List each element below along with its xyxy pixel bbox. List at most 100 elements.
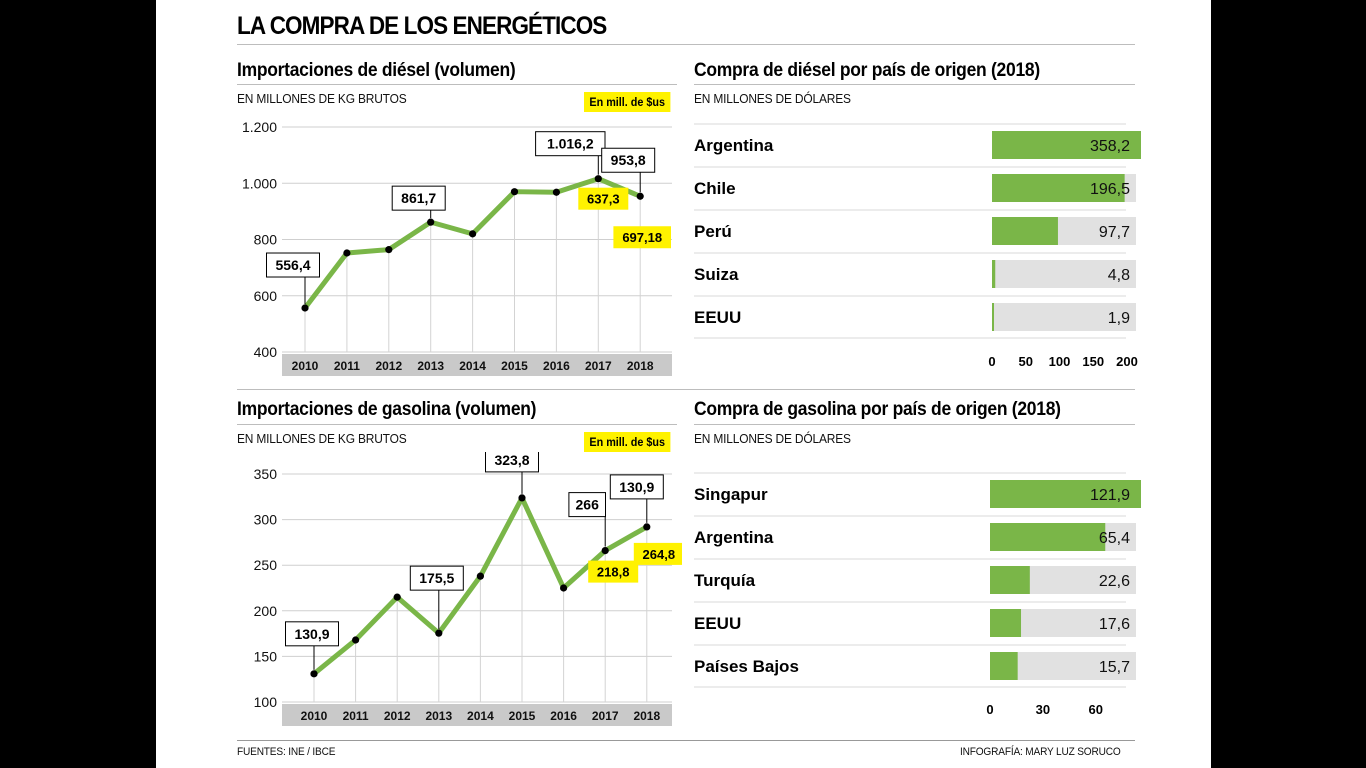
x-tick-label: 2016 [550, 709, 577, 723]
y-tick-label: 350 [254, 466, 278, 482]
bar [992, 131, 1141, 159]
data-point [643, 523, 651, 531]
data-point [560, 584, 568, 592]
credit-note: INFOGRAFÍA: MARY LUZ SORUCO [960, 746, 1121, 758]
bar [992, 260, 996, 288]
data-point [594, 175, 602, 183]
usd-value-label: 264,8 [643, 547, 676, 562]
data-point [510, 188, 519, 196]
bar-value-label: 97,7 [1099, 224, 1130, 241]
x-tick-label: 2017 [592, 709, 619, 723]
rule [694, 84, 1135, 85]
rule [237, 84, 677, 85]
bar [992, 217, 1058, 245]
country-label: Singapur [694, 485, 768, 504]
diesel-line-subtitle: EN MILLONES DE KG BRUTOS [237, 91, 407, 106]
x-tick-label: 30 [1036, 702, 1050, 717]
data-point [476, 572, 484, 580]
data-point [352, 636, 360, 644]
usd-value-box [588, 560, 639, 583]
gasoline-line-subtitle: EN MILLONES DE KG BRUTOS [237, 431, 407, 446]
country-label: EEUU [694, 614, 741, 633]
data-point [601, 547, 609, 555]
rule [237, 424, 677, 425]
bar-value-label: 4,8 [1108, 267, 1130, 284]
bar-track [992, 260, 1136, 288]
usd-value-label: 637,3 [587, 192, 620, 207]
diesel-bar-chart: Argentina 358,2 Chile 196,5 Perú 97,7 Suiza 4,8… [694, 123, 1141, 369]
x-tick-label: 0 [986, 702, 993, 717]
x-tick-label: 2012 [375, 359, 402, 373]
volume-label-box [601, 147, 656, 173]
diesel-bar-title: Compra de diésel por país de origen (201… [694, 60, 1040, 81]
data-point [469, 230, 477, 238]
volume-label: 266 [576, 497, 600, 513]
y-tick-label: 1.200 [242, 119, 277, 135]
x-tick-label: 2010 [301, 709, 328, 723]
gasoline-line-title: Importaciones de gasolina (volumen) [237, 399, 537, 420]
volume-label: 130,9 [619, 479, 654, 495]
usd-value-label: 218,8 [597, 565, 630, 580]
bar-track [992, 303, 1136, 331]
diesel-line-chart: 400 600 800 1.000 1.200 2010 2011 2012 2013 2014 2… [242, 119, 672, 376]
volume-label: 323,8 [494, 452, 529, 468]
usd-value-label: 697,18 [622, 230, 662, 245]
data-point [385, 246, 393, 254]
main-title: LA COMPRA DE LOS ENERGÉTICOS [237, 12, 607, 40]
y-tick-label: 600 [254, 288, 278, 304]
volume-label-box [285, 621, 339, 647]
volume-label-box [609, 474, 664, 500]
data-point [393, 593, 401, 601]
bar-value-label: 17,6 [1099, 616, 1130, 633]
volume-label-box [535, 131, 606, 157]
bar-value-label: 196,5 [1090, 181, 1130, 198]
y-tick-label: 400 [254, 344, 278, 360]
country-label: Argentina [694, 528, 774, 547]
x-tick-label: 200 [1116, 354, 1138, 369]
volume-label-box [266, 252, 320, 278]
country-label: EEUU [694, 308, 741, 327]
bar-value-label: 22,6 [1099, 573, 1130, 590]
y-tick-label: 800 [254, 232, 278, 248]
bar-value-label: 121,9 [1090, 487, 1130, 504]
data-point [310, 670, 318, 678]
gasoline-bar-subtitle: EN MILLONES DE DÓLARES [694, 431, 851, 446]
volume-label: 953,8 [611, 152, 646, 168]
data-point [343, 249, 351, 257]
bar-value-label: 358,2 [1090, 138, 1130, 155]
x-tick-label: 2015 [501, 359, 528, 373]
gasoline-bar-title: Compra de gasolina por país de origen (2… [694, 399, 1061, 420]
data-point [427, 218, 435, 226]
data-point [552, 188, 560, 196]
y-tick-label: 300 [254, 512, 278, 528]
rule [694, 424, 1135, 425]
country-label: Chile [694, 179, 736, 198]
y-tick-label: 100 [254, 694, 278, 710]
volume-label-box [409, 565, 464, 591]
bar-value-label: 15,7 [1099, 659, 1130, 676]
gasoline-line-chart: 100 150 200 250 300 350 2010 2011 2012 2013 2014 20… [254, 452, 682, 726]
x-tick-label: 2013 [417, 359, 444, 373]
x-tick-label: 2014 [459, 359, 486, 373]
volume-label-box [485, 452, 539, 473]
x-tick-label: 50 [1019, 354, 1033, 369]
bar [990, 566, 1030, 594]
bar [990, 609, 1022, 637]
x-tick-label: 2018 [633, 709, 660, 723]
data-point [518, 494, 526, 502]
volume-label: 1.016,2 [547, 136, 594, 152]
x-tick-label: 2015 [509, 709, 536, 723]
country-label: Perú [694, 222, 732, 241]
gasoline-bar-chart: Singapur 121,9 Argentina 65,4 Turquía 22,6 EEU… [694, 472, 1141, 717]
title-rule [237, 44, 1135, 45]
y-tick-label: 200 [254, 603, 278, 619]
bar-value-label: 1,9 [1108, 310, 1130, 327]
bar [992, 303, 994, 331]
x-tick-label: 2014 [467, 709, 494, 723]
x-tick-label: 2018 [627, 359, 654, 373]
bar-value-label: 65,4 [1099, 530, 1130, 547]
x-tick-label: 2011 [334, 359, 360, 373]
volume-label: 861,7 [401, 190, 436, 206]
usd-value-box [578, 187, 629, 210]
bar [990, 523, 1106, 551]
